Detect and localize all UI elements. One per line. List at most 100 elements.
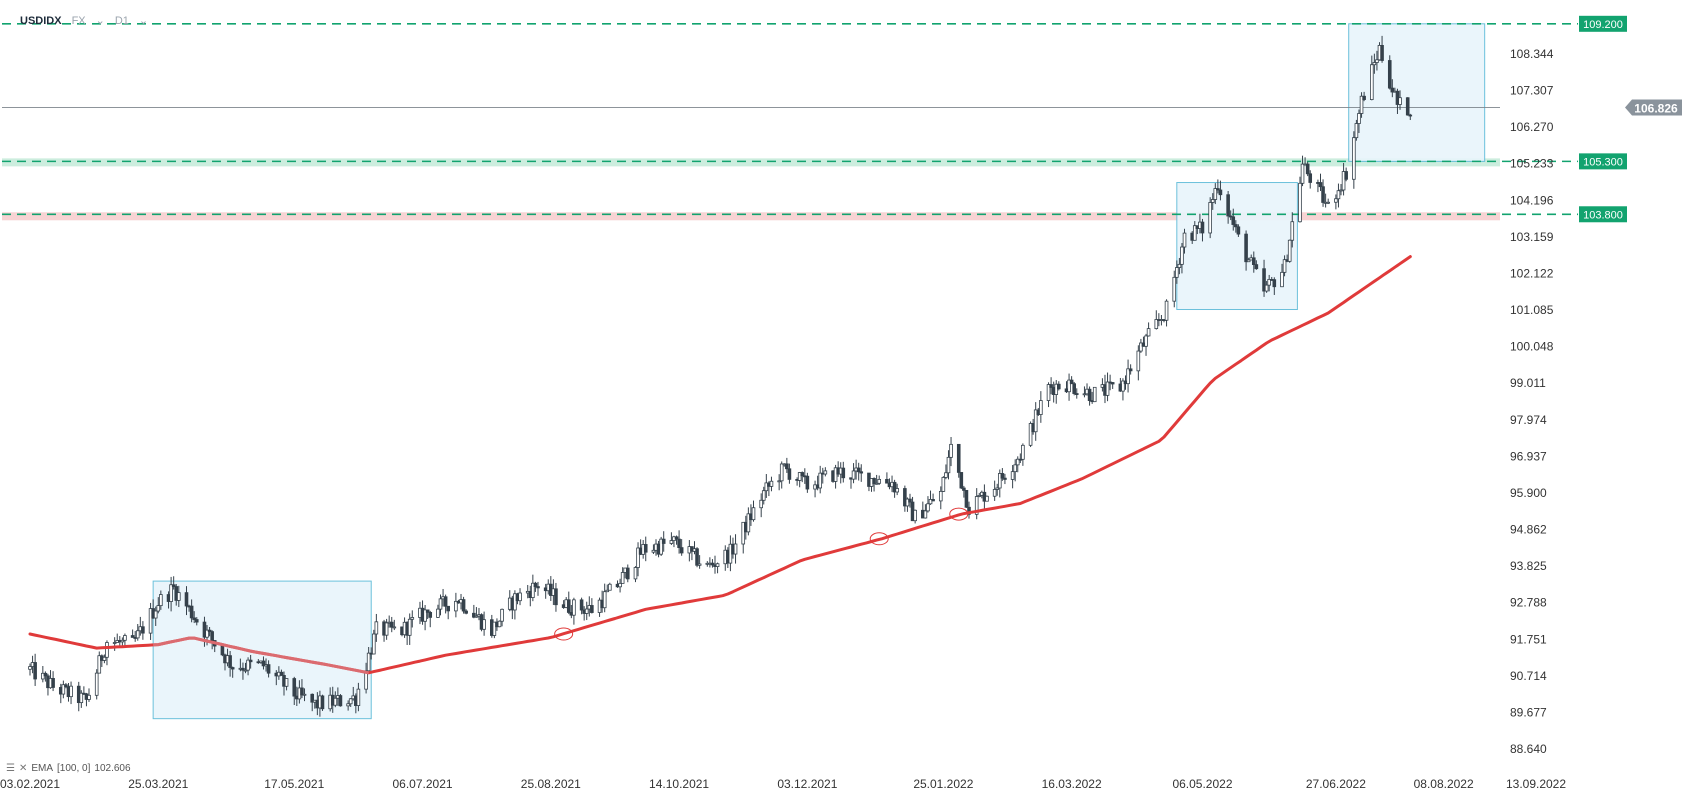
candle-body	[1082, 393, 1087, 396]
y-tick-label: 91.751	[1510, 632, 1547, 646]
candle-body	[348, 698, 353, 705]
candle-body	[97, 655, 102, 674]
ema-touch-marker	[869, 532, 889, 546]
candle-body	[1398, 97, 1402, 105]
chevron-down-icon[interactable]: ⌄	[95, 15, 105, 27]
symbol-label[interactable]: USDIDX	[20, 14, 62, 27]
candle-body	[625, 567, 630, 580]
candle-body	[474, 615, 479, 618]
candle-body	[1234, 224, 1238, 228]
candle-body	[1069, 379, 1074, 385]
candle-body	[941, 477, 946, 492]
x-tick-label: 08.08.2022	[1414, 777, 1474, 791]
candle-body	[61, 684, 66, 695]
candle-body	[102, 656, 107, 661]
candle-body	[1231, 216, 1236, 225]
candle-body	[1010, 471, 1015, 480]
candle-body	[1267, 279, 1271, 286]
candle-body	[1339, 189, 1343, 192]
candle-body	[674, 536, 679, 540]
candle-body	[366, 652, 371, 672]
candle-body	[1264, 284, 1269, 292]
candle-body	[389, 621, 394, 628]
candle-body	[300, 687, 304, 696]
candle-body	[1236, 226, 1241, 235]
settings-icon[interactable]: ☰	[6, 763, 15, 774]
candle-body	[1246, 259, 1251, 263]
candle-body	[949, 443, 953, 458]
candle-body	[261, 660, 266, 667]
candle-body	[1121, 380, 1125, 392]
candle-body	[1321, 186, 1325, 203]
candle-body	[333, 697, 338, 706]
candle-body	[241, 667, 245, 671]
resistance-zone	[2, 212, 1500, 221]
candle-body	[785, 463, 789, 470]
close-icon[interactable]: ✕	[18, 763, 28, 774]
x-tick-label: 03.02.2021	[0, 777, 60, 791]
candle-body	[1352, 137, 1356, 180]
x-tick-label: 13.09.2022	[1506, 777, 1566, 791]
y-tick-label: 105.233	[1510, 157, 1554, 171]
chart-header: USDIDX FX ⌄ D1 ⌄	[20, 14, 149, 28]
timeframe-label[interactable]: D1	[114, 14, 129, 27]
y-tick-label: 101.085	[1510, 303, 1554, 317]
candle-body	[1341, 171, 1346, 191]
chevron-down-icon[interactable]: ⌄	[138, 15, 149, 27]
candle-body	[1074, 393, 1079, 395]
candle-body	[928, 499, 933, 505]
candle-body	[482, 619, 486, 630]
candle-body	[746, 513, 751, 533]
candle-body	[1021, 444, 1025, 460]
level-tag-label: 109.200	[1583, 19, 1623, 31]
candle-body	[1213, 188, 1218, 200]
candle-body	[997, 473, 1002, 489]
candle-body	[1154, 319, 1159, 330]
candle-body	[1218, 189, 1223, 196]
candle-body	[1262, 268, 1266, 292]
candle-body	[518, 592, 522, 602]
candle-body	[156, 605, 161, 612]
candle-body	[135, 630, 140, 639]
candle-body	[513, 593, 517, 611]
candle-body	[123, 635, 127, 641]
candle-body	[661, 538, 666, 544]
candle-body	[710, 562, 715, 566]
x-tick-label: 16.03.2022	[1042, 777, 1102, 791]
candle-body	[1344, 171, 1348, 180]
candle-body	[733, 543, 738, 555]
indicator-params: [100, 0]	[57, 763, 91, 774]
y-tick-label: 100.048	[1510, 340, 1554, 354]
candle-body	[818, 472, 823, 489]
candle-body	[697, 563, 702, 566]
market-label[interactable]: FX	[71, 14, 86, 27]
candle-body	[410, 617, 415, 620]
candle-body	[407, 618, 412, 636]
candle-body	[210, 631, 214, 641]
candle-body	[310, 693, 315, 703]
candle-body	[885, 478, 889, 484]
candle-body	[1405, 97, 1410, 116]
candle-body	[79, 692, 84, 704]
candle-body	[584, 608, 589, 614]
candle-body	[189, 605, 194, 619]
candle-body	[892, 481, 897, 493]
pattern-box	[1348, 23, 1486, 162]
candle-body	[141, 626, 145, 634]
candle-body	[679, 547, 684, 554]
candle-body	[1136, 350, 1141, 372]
candle-body	[346, 703, 350, 707]
candle-body	[1244, 233, 1248, 263]
candle-body	[302, 693, 307, 696]
candle-body	[428, 611, 433, 618]
candle-body	[590, 605, 594, 613]
candle-body	[1057, 383, 1061, 390]
candle-body	[374, 621, 379, 635]
candle-body	[1028, 423, 1033, 446]
candle-body	[841, 467, 846, 479]
candle-body	[1308, 173, 1313, 183]
candle-body	[1375, 59, 1379, 63]
candle-body	[266, 664, 271, 674]
